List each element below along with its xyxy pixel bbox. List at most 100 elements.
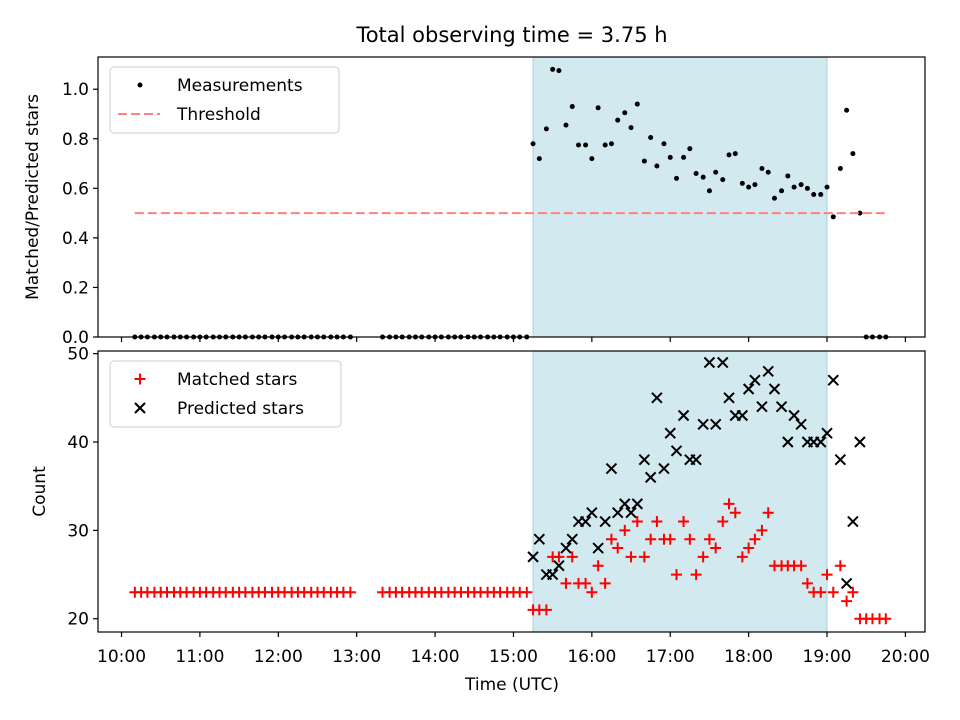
predicted-stars-point	[546, 568, 559, 581]
measurements-point	[746, 184, 752, 190]
measurements-point	[798, 182, 804, 188]
matched-stars-point	[599, 577, 611, 589]
matched-stars-point	[592, 560, 604, 572]
predicted-stars-point	[821, 427, 833, 439]
matched-stars-point	[756, 524, 768, 536]
measurements-point	[804, 185, 810, 191]
measurements-point	[720, 177, 726, 183]
predicted-stars-point	[560, 542, 572, 554]
measurements-point	[583, 142, 589, 148]
predicted-stars-point	[670, 445, 683, 457]
measurements-point	[556, 68, 562, 74]
measurements-point	[595, 105, 601, 111]
predicted-stars-point	[703, 356, 716, 369]
y-tick-label: 0.0	[62, 328, 89, 348]
predicted-stars-point	[658, 462, 670, 475]
measurements-point	[661, 141, 667, 147]
measurements-point	[726, 152, 732, 158]
matched-stars-point	[729, 507, 741, 519]
predicted-stars-point	[854, 436, 866, 448]
predicted-stars-point	[651, 392, 663, 404]
predicted-stars-point	[644, 471, 657, 484]
predicted-stars-point	[697, 418, 709, 431]
matched-stars-point	[678, 516, 690, 528]
matched-stars-point	[749, 533, 761, 545]
y-tick-label: 30	[67, 521, 89, 541]
matched-stars-point	[625, 551, 637, 563]
x-axis-label: Time (UTC)	[464, 675, 559, 695]
count-y-axis-label: Count	[30, 466, 50, 517]
measurements-point	[608, 141, 614, 147]
x-tick-label: 20:00	[881, 647, 930, 667]
predicted-stars-point	[579, 515, 592, 528]
predicted-stars-point	[690, 453, 702, 466]
count-legend: Matched stars Predicted stars	[109, 360, 342, 428]
matched-stars-point	[553, 551, 565, 563]
measurements-point	[818, 192, 824, 198]
matched-stars-point	[841, 595, 853, 607]
predicted-stars-point	[762, 365, 774, 378]
measurements-point	[811, 192, 817, 198]
matched-stars-point	[710, 542, 722, 554]
predicted-stars-point	[625, 507, 637, 519]
x-tick-label: 13:00	[332, 647, 381, 667]
predicted-stars-point	[788, 409, 800, 422]
predicted-stars-point	[815, 436, 827, 448]
matched-stars-point	[827, 586, 839, 598]
measurements-point	[765, 169, 771, 175]
ratio-legend: Measurements Threshold	[109, 66, 340, 134]
matched-stars-point	[684, 533, 696, 545]
matched-stars-point	[651, 516, 663, 528]
predicted-stars-point	[749, 374, 761, 386]
predicted-stars-point	[709, 418, 722, 431]
matched-stars-point	[821, 569, 833, 581]
predicted-stars-point	[553, 560, 565, 572]
measurements-point	[779, 188, 785, 194]
ratio-y-axis-label: Matched/Predicted stars	[23, 94, 43, 300]
matched-stars-point	[638, 551, 650, 563]
matched-stars-point	[795, 560, 807, 572]
matched-stars-point	[580, 577, 592, 589]
matched-stars-point	[671, 569, 683, 581]
matched-stars-point	[605, 533, 617, 545]
measurements-point	[550, 66, 556, 72]
measurements-point	[706, 188, 712, 194]
x-tick-label: 14:00	[411, 647, 460, 667]
matched-stars-point	[521, 586, 533, 598]
measurements-point	[654, 163, 660, 169]
measurements-point	[713, 169, 719, 175]
matched-stars-point	[631, 516, 643, 528]
measurements-point	[536, 156, 542, 162]
ratio-panel: 0.0 0.2 0.4 0.6 0.8 1.0 Matched/Predicted sta…	[23, 56, 926, 348]
matched-stars-point	[645, 533, 657, 545]
x-tick-label: 12:00	[254, 647, 303, 667]
y-tick-label: 0.4	[62, 229, 89, 249]
x-tick-label: 10:00	[97, 647, 146, 667]
matched-stars-point	[619, 524, 631, 536]
matched-stars-point	[801, 577, 813, 589]
measurements-point	[759, 166, 765, 172]
ratio-y-axis: 0.0 0.2 0.4 0.6 0.8 1.0	[62, 80, 907, 348]
x-tick-label: 15:00	[489, 647, 538, 667]
observing-window-span	[532, 56, 828, 338]
measurements-point	[791, 184, 797, 190]
predicted-stars-point	[586, 507, 598, 519]
matched-stars-point	[834, 560, 846, 572]
matched-stars-point	[815, 586, 827, 598]
x-tick-label: 19:00	[803, 647, 852, 667]
measurements-point	[687, 146, 693, 152]
legend-label: Threshold	[176, 105, 261, 125]
ratio-marks	[132, 66, 889, 340]
matched-stars-point	[344, 586, 356, 598]
y-tick-label: 1.0	[62, 80, 89, 100]
predicted-stars-point	[768, 383, 781, 395]
measurements-point	[634, 101, 640, 107]
legend-box	[109, 360, 342, 428]
count-marks	[129, 356, 892, 625]
measurements-point	[752, 182, 758, 188]
matched-stars-point	[664, 533, 676, 545]
measurements-point	[857, 210, 863, 216]
matched-stars-point	[697, 551, 709, 563]
measurements-point	[622, 110, 628, 116]
